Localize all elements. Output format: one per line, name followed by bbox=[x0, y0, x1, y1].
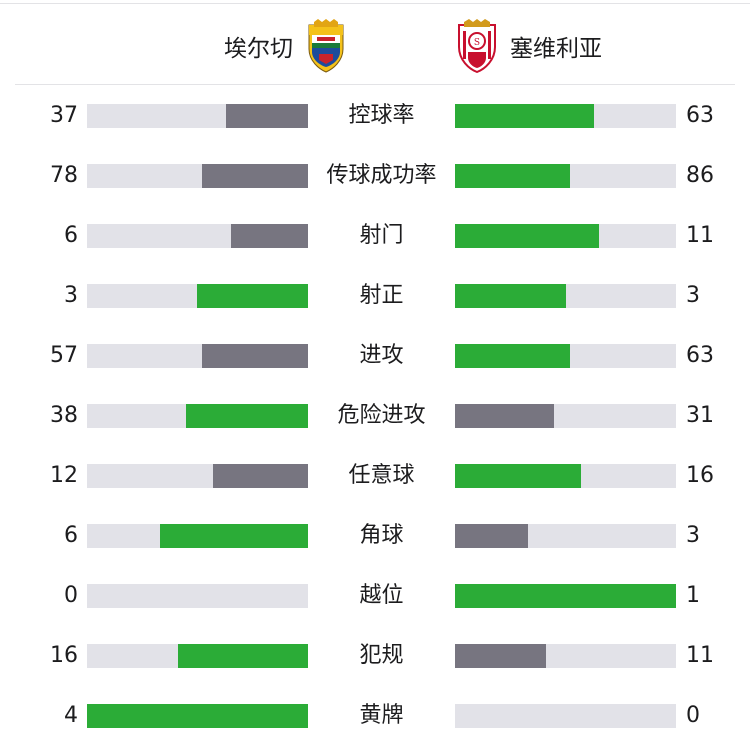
away-stat-bar-track bbox=[455, 164, 676, 188]
home-stat-bar-track bbox=[87, 284, 308, 308]
away-stat-value: 86 bbox=[686, 163, 714, 188]
home-stat-value: 4 bbox=[64, 703, 78, 728]
stat-row: 3 射正 3 bbox=[0, 266, 750, 326]
home-stat-bar-fill bbox=[231, 224, 308, 248]
stat-label: 越位 bbox=[359, 583, 404, 608]
away-stat-bar-fill bbox=[455, 524, 528, 548]
stat-label: 进攻 bbox=[359, 343, 404, 368]
home-stat-bar-fill bbox=[197, 284, 308, 308]
away-stat-bar-track bbox=[455, 584, 676, 608]
stat-label: 传球成功率 bbox=[326, 163, 437, 188]
stat-row: 38 危险进攻 31 bbox=[0, 386, 750, 446]
away-stat-value: 3 bbox=[686, 283, 700, 308]
away-stat-bar-fill bbox=[455, 584, 676, 608]
away-stat-bar-fill bbox=[455, 164, 570, 188]
home-stat-bar-track bbox=[87, 164, 308, 188]
stat-row: 6 射门 11 bbox=[0, 206, 750, 266]
away-stat-value: 0 bbox=[686, 703, 700, 728]
away-stat-value: 3 bbox=[686, 523, 700, 548]
stat-label: 控球率 bbox=[348, 103, 415, 128]
stat-row: 12 任意球 16 bbox=[0, 446, 750, 506]
away-stat-bar-track bbox=[455, 404, 676, 428]
away-stat-bar-fill bbox=[455, 404, 554, 428]
away-stat-bar-fill bbox=[455, 104, 594, 128]
home-stat-bar-fill bbox=[178, 644, 308, 668]
away-stat-value: 31 bbox=[686, 403, 714, 428]
home-stat-bar-track bbox=[87, 404, 308, 428]
away-stat-value: 1 bbox=[686, 583, 700, 608]
home-stat-value: 6 bbox=[64, 523, 78, 548]
stat-label: 任意球 bbox=[348, 463, 415, 488]
stat-label: 角球 bbox=[359, 523, 404, 548]
away-stat-bar-track bbox=[455, 704, 676, 728]
home-stat-value: 6 bbox=[64, 223, 78, 248]
stat-label: 犯规 bbox=[359, 643, 404, 668]
home-stat-bar-fill bbox=[87, 704, 308, 728]
away-stat-bar-fill bbox=[455, 284, 566, 308]
stat-row: 0 越位 1 bbox=[0, 566, 750, 626]
elche-crest-icon bbox=[308, 19, 344, 73]
away-stat-bar-fill bbox=[455, 644, 546, 668]
away-stat-value: 16 bbox=[686, 463, 714, 488]
away-stat-bar-fill bbox=[455, 344, 570, 368]
stat-row: 57 进攻 63 bbox=[0, 326, 750, 386]
svg-text:S: S bbox=[474, 38, 480, 48]
home-stat-bar-track bbox=[87, 584, 308, 608]
home-stat-bar-fill bbox=[202, 344, 308, 368]
home-stat-bar-track bbox=[87, 224, 308, 248]
home-stat-bar-track bbox=[87, 344, 308, 368]
home-stat-bar-fill bbox=[202, 164, 308, 188]
stat-row: 4 黄牌 0 bbox=[0, 686, 750, 746]
home-stat-bar-fill bbox=[213, 464, 308, 488]
away-stat-bar-track bbox=[455, 464, 676, 488]
home-stat-value: 78 bbox=[50, 163, 78, 188]
stat-row: 6 角球 3 bbox=[0, 506, 750, 566]
header-divider bbox=[15, 84, 735, 85]
stat-label: 射门 bbox=[359, 223, 404, 248]
home-stat-value: 16 bbox=[50, 643, 78, 668]
top-divider bbox=[0, 3, 750, 4]
stat-row: 37 控球率 63 bbox=[0, 86, 750, 146]
away-stat-bar-track bbox=[455, 284, 676, 308]
home-stat-bar-track bbox=[87, 704, 308, 728]
sevilla-crest-icon: S bbox=[458, 19, 496, 73]
stat-label: 危险进攻 bbox=[337, 403, 426, 428]
away-stat-bar-track bbox=[455, 224, 676, 248]
home-stat-value: 38 bbox=[50, 403, 78, 428]
away-stat-value: 11 bbox=[686, 223, 714, 248]
away-stat-bar-fill bbox=[455, 224, 599, 248]
away-stat-value: 63 bbox=[686, 103, 714, 128]
away-team-name: 塞维利亚 bbox=[510, 36, 602, 62]
home-stat-bar-track bbox=[87, 644, 308, 668]
home-team-name: 埃尔切 bbox=[224, 36, 293, 62]
stat-row: 78 传球成功率 86 bbox=[0, 146, 750, 206]
home-stat-bar-fill bbox=[160, 524, 308, 548]
away-stat-value: 63 bbox=[686, 343, 714, 368]
home-stat-bar-track bbox=[87, 524, 308, 548]
home-team[interactable]: 埃尔切 bbox=[224, 18, 347, 74]
away-stat-value: 11 bbox=[686, 643, 714, 668]
home-stat-bar-fill bbox=[186, 404, 308, 428]
away-stat-bar-track bbox=[455, 344, 676, 368]
home-stat-bar-track bbox=[87, 104, 308, 128]
away-stat-bar-track bbox=[455, 524, 676, 548]
home-stat-value: 0 bbox=[64, 583, 78, 608]
away-stat-bar-track bbox=[455, 644, 676, 668]
away-stat-bar-fill bbox=[455, 464, 581, 488]
stat-label: 黄牌 bbox=[359, 703, 404, 728]
home-stat-value: 3 bbox=[64, 283, 78, 308]
home-stat-value: 37 bbox=[50, 103, 78, 128]
stat-label: 射正 bbox=[359, 283, 404, 308]
home-stat-value: 12 bbox=[50, 463, 78, 488]
home-stat-bar-track bbox=[87, 464, 308, 488]
away-stat-bar-track bbox=[455, 104, 676, 128]
match-header: 埃尔切 S 塞维利亚 bbox=[0, 4, 750, 84]
home-stat-bar-fill bbox=[226, 104, 308, 128]
stat-row: 16 犯规 11 bbox=[0, 626, 750, 686]
away-team[interactable]: S 塞维利亚 bbox=[456, 18, 602, 74]
home-stat-value: 57 bbox=[50, 343, 78, 368]
